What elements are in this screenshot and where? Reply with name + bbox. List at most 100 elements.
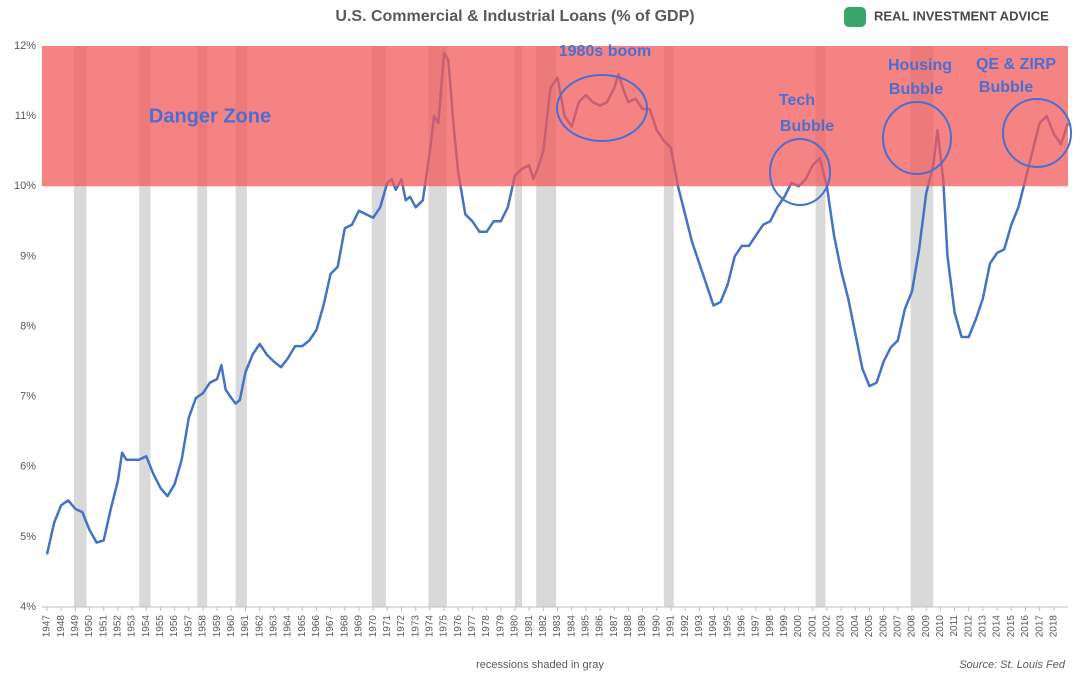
x-tick-label: 1989	[637, 615, 648, 638]
x-tick-label: 1948	[56, 615, 67, 638]
x-tick-label: 1986	[595, 615, 606, 638]
y-tick-label: 12%	[14, 40, 36, 52]
x-tick-label: 2011	[949, 615, 960, 637]
x-tick-label: 1949	[70, 615, 81, 638]
annotation: 1980s boom	[559, 43, 651, 60]
x-tick-label: 1990	[651, 615, 662, 638]
x-tick-label: 2014	[992, 615, 1003, 638]
x-tick-label: 1959	[212, 615, 223, 638]
x-tick-label: 1964	[283, 615, 294, 638]
annotation: Bubble	[889, 81, 943, 98]
recession-bar	[514, 46, 523, 607]
x-tick-label: 1966	[311, 615, 322, 638]
x-tick-label: 1960	[226, 615, 237, 638]
x-tick-label: 1961	[240, 615, 251, 638]
highlight-circle	[1002, 98, 1072, 168]
x-tick-label: 1952	[113, 615, 124, 638]
x-tick-label: 2017	[1034, 615, 1045, 638]
chart-title: U.S. Commercial & Industrial Loans (% of…	[335, 8, 694, 25]
x-tick-label: 1976	[453, 615, 464, 638]
recession-bar	[815, 46, 826, 607]
x-tick-label: 1971	[382, 615, 393, 638]
x-tick-label: 1996	[736, 615, 747, 638]
recession-bar	[235, 46, 247, 607]
x-tick-label: 1987	[609, 615, 620, 638]
x-tick-label: 1991	[666, 615, 677, 638]
x-tick-label: 1974	[424, 615, 435, 638]
footnote: recessions shaded in gray	[476, 659, 604, 671]
x-tick-label: 1992	[680, 615, 691, 638]
x-tick-label: 2005	[864, 615, 875, 638]
x-tick-label: 2016	[1020, 615, 1031, 638]
x-tick-label: 2015	[1006, 615, 1017, 638]
annotation: Tech	[779, 92, 815, 109]
x-tick-label: 1999	[779, 615, 790, 638]
y-tick-label: 7%	[20, 391, 36, 403]
x-tick-label: 1962	[254, 615, 265, 638]
x-tick-label: 1951	[98, 615, 109, 638]
y-tick-label: 6%	[20, 461, 36, 473]
highlight-circle	[769, 138, 831, 206]
y-tick-label: 5%	[20, 531, 36, 543]
x-tick-label: 2007	[892, 615, 903, 638]
logo-icon	[844, 7, 866, 27]
highlight-circle	[556, 74, 648, 142]
x-tick-label: 2006	[878, 615, 889, 638]
danger-zone	[42, 46, 1068, 187]
x-tick-label: 2000	[793, 615, 804, 638]
x-tick-label: 1969	[354, 615, 365, 638]
x-tick-label: 1979	[495, 615, 506, 638]
annotation: Bubble	[979, 79, 1033, 96]
x-tick-label: 1958	[198, 615, 209, 638]
x-tick-label: 1975	[439, 615, 450, 638]
x-tick-label: 1982	[538, 615, 549, 638]
x-tick-label: 1950	[84, 615, 95, 638]
y-tick-label: 9%	[20, 250, 36, 262]
x-tick-label: 1965	[297, 615, 308, 638]
x-tick-label: 1957	[183, 615, 194, 638]
x-tick-label: 2002	[822, 615, 833, 638]
x-tick-label: 1980	[510, 615, 521, 638]
x-tick-label: 1995	[722, 615, 733, 638]
x-tick-label: 2001	[807, 615, 818, 638]
logo-text: REAL INVESTMENT ADVICE	[874, 8, 1049, 23]
x-tick-label: 2013	[978, 615, 989, 638]
recession-bar	[139, 46, 151, 607]
x-tick-label: 1983	[552, 615, 563, 638]
annotation: Bubble	[780, 118, 834, 135]
x-tick-label: 2012	[963, 615, 974, 638]
highlight-circle	[882, 101, 952, 175]
x-tick-label: 2009	[921, 615, 932, 638]
x-tick-label: 2018	[1048, 615, 1059, 638]
x-tick-label: 1994	[708, 615, 719, 638]
x-tick-label: 1985	[580, 615, 591, 638]
x-tick-label: 1956	[169, 615, 180, 638]
annotation: Housing	[888, 57, 952, 74]
annotation: Danger Zone	[149, 105, 271, 127]
recession-bar	[197, 46, 208, 607]
x-tick-label: 1955	[155, 615, 166, 638]
x-tick-label: 1998	[765, 615, 776, 638]
x-tick-label: 1972	[396, 615, 407, 638]
annotation: QE & ZIRP	[976, 56, 1056, 73]
x-tick-label: 1977	[467, 615, 478, 638]
x-tick-label: 1967	[325, 615, 336, 638]
x-tick-label: 1973	[410, 615, 421, 638]
x-tick-label: 1981	[524, 615, 535, 638]
y-tick-label: 11%	[15, 110, 36, 122]
x-tick-label: 1988	[623, 615, 634, 638]
y-tick-label: 4%	[20, 601, 36, 613]
x-tick-label: 1993	[694, 615, 705, 638]
x-tick-label: 1997	[751, 615, 762, 638]
x-tick-label: 2003	[836, 615, 847, 638]
x-tick-label: 1947	[42, 615, 53, 638]
x-tick-label: 1970	[368, 615, 379, 638]
x-tick-label: 2010	[935, 615, 946, 638]
x-tick-label: 2004	[850, 615, 861, 638]
y-tick-label: 10%	[14, 180, 36, 192]
x-tick-label: 2008	[907, 615, 918, 638]
x-tick-label: 1953	[127, 615, 138, 638]
source: Source: St. Louis Fed	[959, 659, 1066, 671]
x-tick-label: 1978	[481, 615, 492, 638]
